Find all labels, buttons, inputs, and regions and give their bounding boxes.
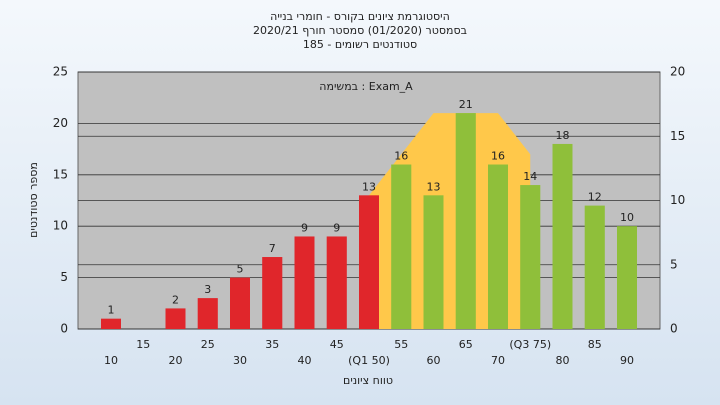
x-tick-label: 20: [169, 354, 183, 367]
bar-shade: [584, 205, 605, 329]
data-label: 16: [394, 150, 408, 163]
chart-subtitle: סטודנטים רשומים - 185: [303, 38, 417, 51]
data-label: 13: [362, 180, 376, 193]
y-tick-label: 10: [53, 219, 68, 233]
data-label: 9: [333, 221, 340, 234]
x-tick-label: 55: [394, 338, 408, 351]
y-tick-label: 5: [60, 270, 68, 284]
x-tick-label: 65: [459, 338, 473, 351]
bar-shade: [230, 277, 250, 329]
bar-shade: [101, 318, 121, 329]
data-label: 21: [459, 98, 473, 111]
bar-shade: [391, 164, 412, 329]
data-label: 9: [301, 221, 308, 234]
x-tick-label: 30: [233, 354, 247, 367]
data-label: 14: [523, 170, 537, 183]
bar-shade: [423, 195, 444, 329]
bar-shade: [294, 236, 315, 329]
bar-shade: [455, 113, 476, 330]
x-tick-label: 40: [298, 354, 312, 367]
data-label: 16: [491, 150, 505, 163]
bar-shade: [197, 298, 218, 329]
data-label: 13: [427, 180, 441, 193]
data-label: 5: [237, 263, 244, 276]
chart-title: היסטוגרמת ציונים בקורס - חומרי בנייה: [270, 10, 450, 23]
y-tick-label: 20: [53, 116, 68, 130]
bar-shade: [262, 257, 283, 329]
annotation: במשימה : Exam_A: [319, 80, 413, 93]
data-label: 18: [556, 129, 570, 142]
y2-tick-label: 10: [670, 193, 685, 207]
bar-shade: [520, 185, 541, 329]
bar-shade: [165, 308, 186, 329]
y2-tick-label: 20: [670, 65, 685, 79]
data-label: 3: [204, 283, 211, 296]
x-tick-label: 25: [201, 338, 215, 351]
data-label: 12: [588, 191, 602, 204]
x-axis-label: טווח ציונים: [343, 374, 393, 387]
y-tick-label: 25: [53, 65, 68, 79]
y-tick-label: 15: [53, 167, 68, 181]
y2-tick-label: 5: [670, 257, 678, 271]
bar-shade: [488, 164, 508, 329]
data-label: 1: [108, 304, 115, 317]
data-label: 7: [269, 242, 276, 255]
y-axis-label: מספר סטודנטים: [27, 162, 40, 238]
x-tick-label: 90: [620, 354, 634, 367]
data-label: 2: [172, 293, 179, 306]
x-tick-label: (Q1 50): [348, 354, 390, 367]
y-tick-label: 0: [60, 322, 68, 336]
x-tick-label: 60: [427, 354, 441, 367]
x-tick-label: (Q3 75): [509, 338, 551, 351]
x-tick-label: 80: [556, 354, 570, 367]
bar-shade: [359, 195, 379, 329]
x-tick-label: 15: [136, 338, 150, 351]
x-tick-label: 10: [104, 354, 118, 367]
bar-shade: [326, 236, 347, 329]
data-label: 10: [620, 211, 634, 224]
x-tick-label: 70: [491, 354, 505, 367]
y2-tick-label: 0: [670, 322, 678, 336]
x-tick-label: 45: [330, 338, 344, 351]
bar-shade: [617, 226, 637, 329]
x-tick-label: 35: [265, 338, 279, 351]
x-tick-label: 85: [588, 338, 602, 351]
y2-tick-label: 15: [670, 129, 685, 143]
chart-subtitle: בסמסטר (01/2020) סמסטר חורף 2020/21: [253, 24, 467, 37]
bar-shade: [552, 143, 573, 329]
